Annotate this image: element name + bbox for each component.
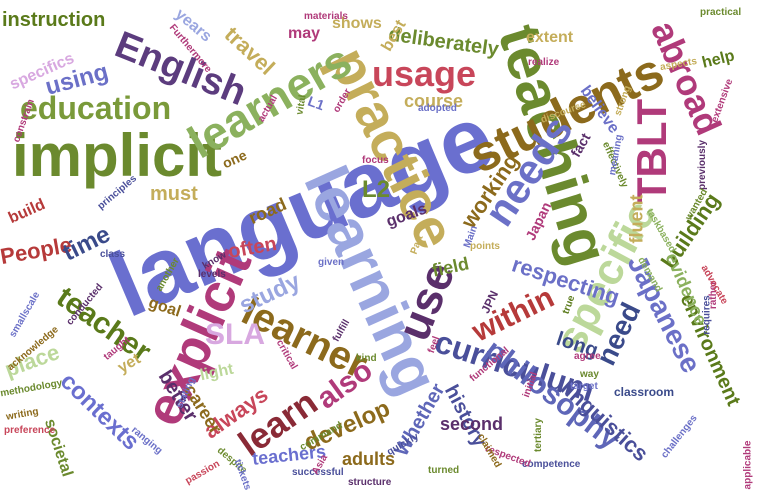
word: education	[20, 90, 172, 126]
word: kind	[356, 353, 377, 364]
word: levels	[198, 269, 226, 280]
word: agree	[574, 351, 601, 362]
word: shows	[332, 15, 382, 32]
word: applicable	[742, 440, 754, 490]
word: passion	[183, 458, 222, 487]
word: second	[440, 414, 504, 434]
word: TBLT	[628, 98, 676, 204]
word: adults	[342, 449, 396, 469]
word: challenges	[659, 412, 700, 461]
word: vital	[294, 94, 309, 116]
word: implicit	[12, 122, 223, 189]
word: materials	[304, 11, 348, 22]
word: class	[100, 249, 126, 260]
word: tickets	[231, 458, 253, 491]
word: realize	[528, 57, 560, 68]
word: classroom	[614, 385, 675, 399]
word: points	[470, 241, 500, 252]
word: competence	[522, 459, 581, 470]
word: successful	[292, 467, 344, 478]
word: given	[318, 257, 345, 268]
word: contexts	[54, 367, 145, 456]
word: way	[580, 369, 599, 380]
word: practical	[700, 7, 742, 18]
word: target	[570, 381, 598, 392]
word: field	[430, 253, 471, 281]
word: focus	[362, 155, 389, 166]
word: preference	[4, 425, 56, 436]
word: must	[150, 183, 198, 205]
word: adopted	[418, 103, 457, 114]
word: extent	[526, 29, 574, 46]
word: L2	[362, 176, 391, 203]
word: previously	[697, 139, 709, 191]
word: L1	[305, 92, 327, 114]
word: may	[288, 25, 321, 42]
word: fluent	[626, 194, 647, 244]
word: usage	[372, 53, 477, 94]
word: build	[5, 196, 48, 228]
word: writing	[5, 406, 40, 423]
word: SLA	[205, 318, 265, 351]
word: smallscale	[7, 290, 43, 340]
word: tertiary	[532, 418, 544, 452]
word: course	[404, 91, 464, 111]
word: turned	[428, 465, 460, 476]
word: structure	[348, 477, 392, 488]
word: help	[700, 47, 737, 72]
word: instruction	[2, 9, 106, 31]
